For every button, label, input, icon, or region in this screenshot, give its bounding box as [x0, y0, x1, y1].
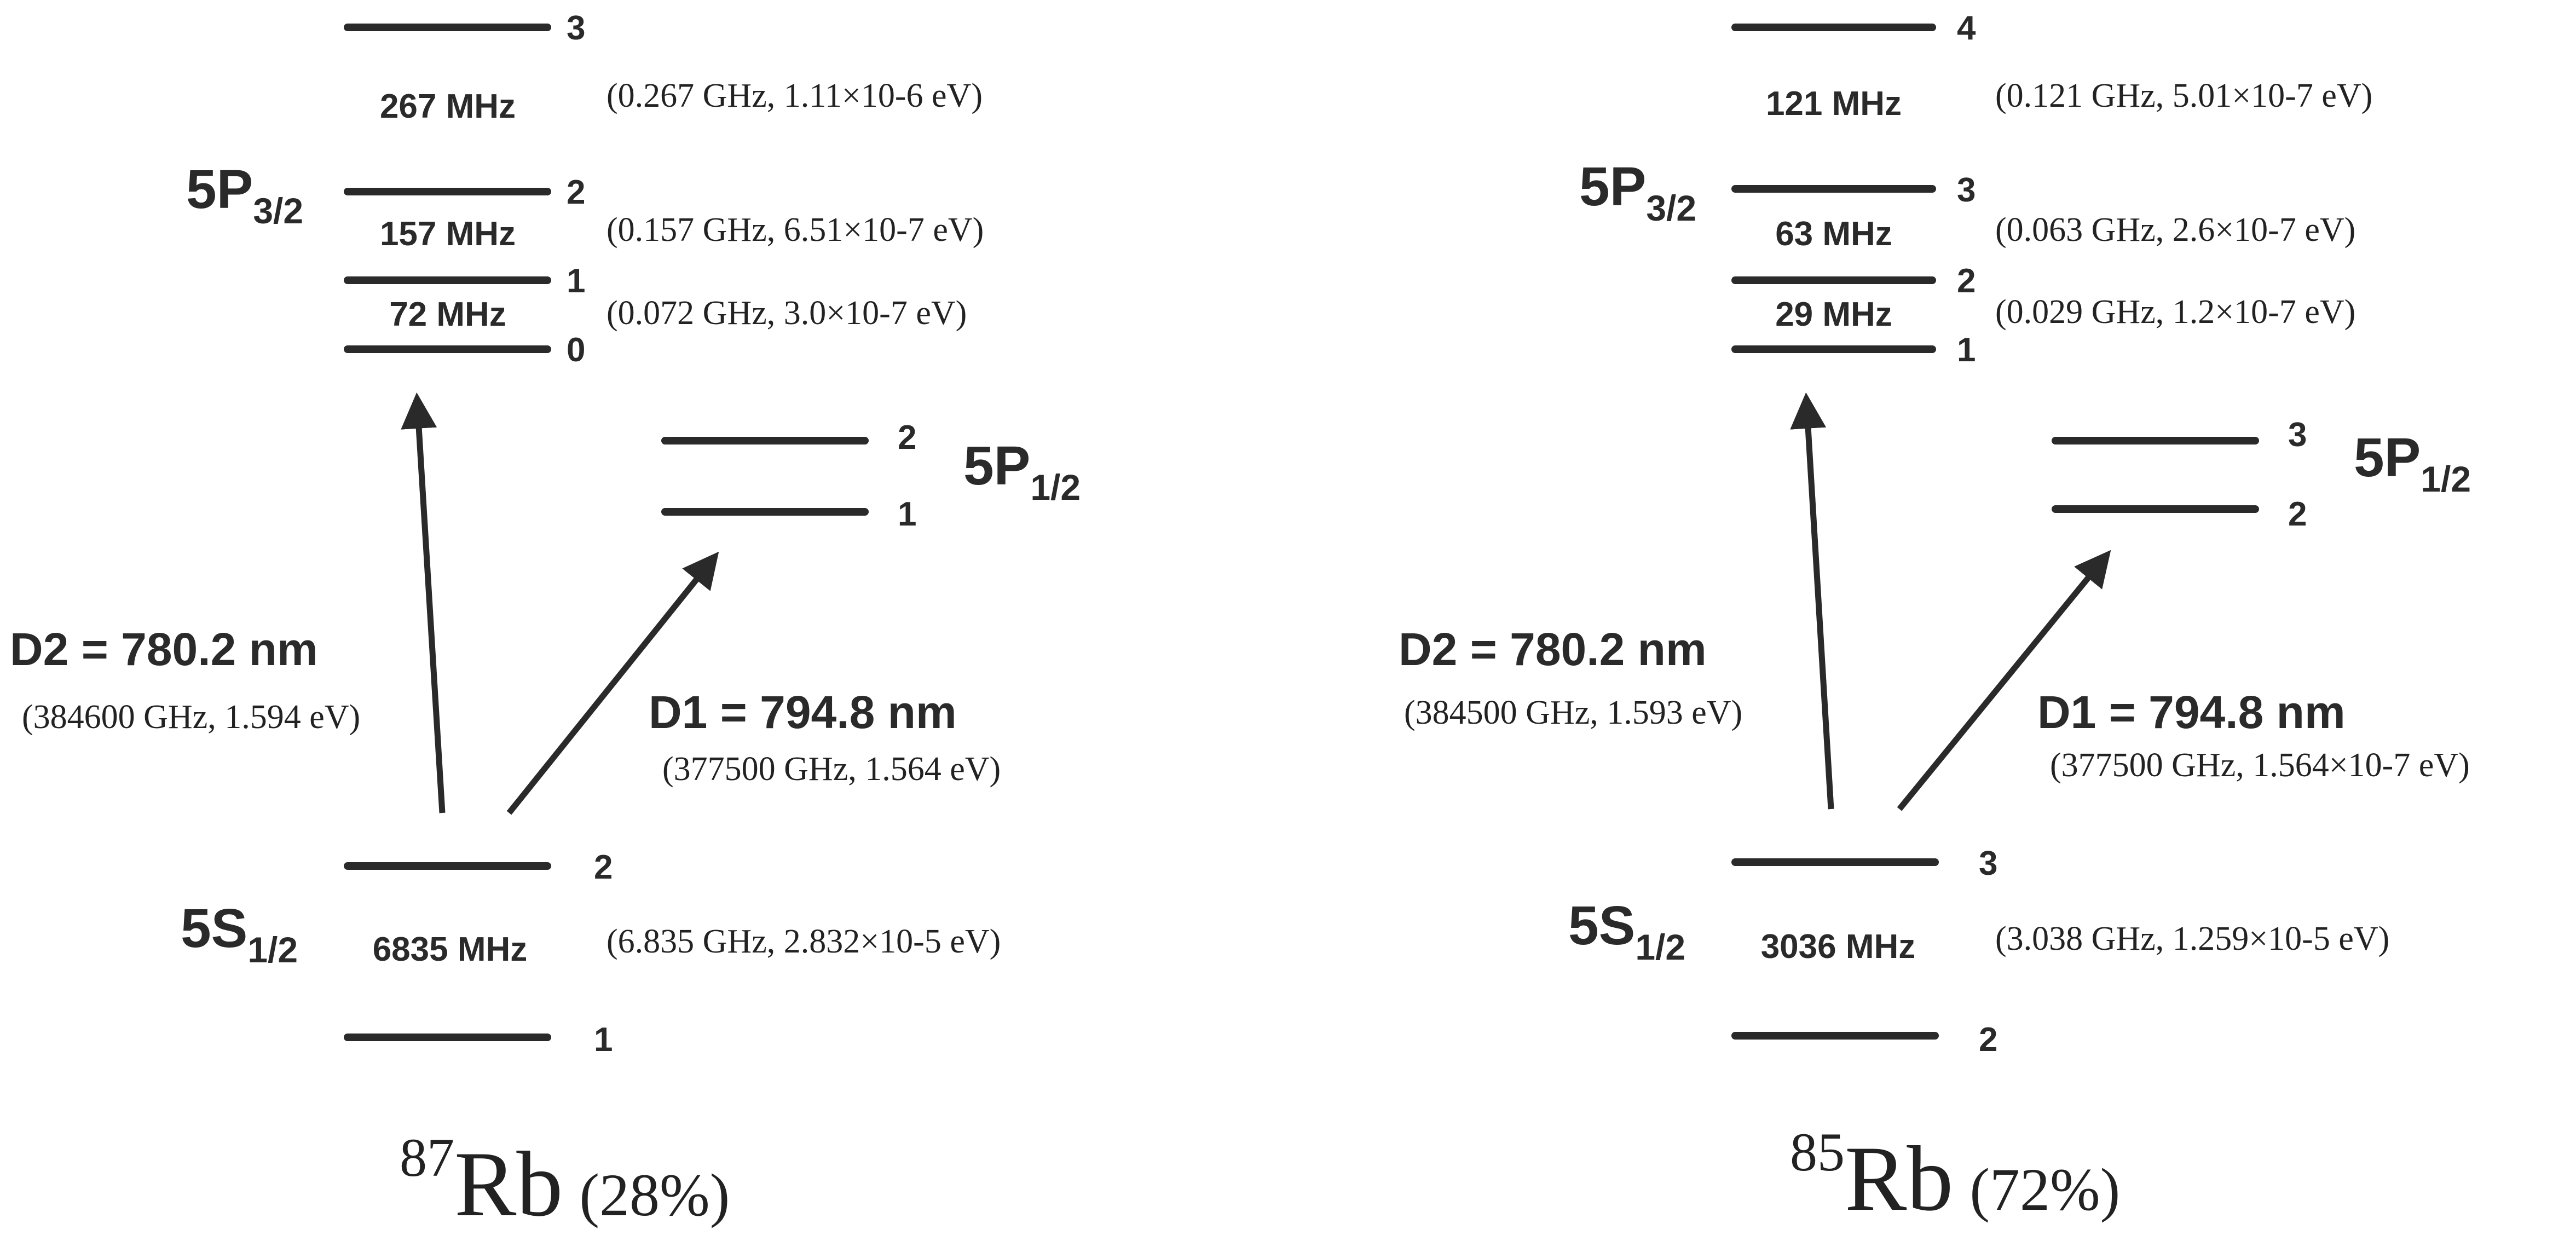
rb85-5s12-manifold: 3 2 3036 MHz (3.038 GHz, 1.259×10-5 eV) …	[1568, 845, 2389, 1059]
rb85-split-4-3: 121 MHz	[1766, 85, 1902, 123]
rb85-d2-arrow	[1790, 392, 1834, 810]
rb85-5s12-label: 5S1/2	[1568, 895, 1685, 967]
rb85-5p32-label: 5P3/2	[1579, 156, 1696, 228]
rb87-5p32-f-0: 0	[567, 331, 585, 369]
rb85-5p32-manifold: 4 3 2 1 121 MHz 63 MHz 29 MHz (0.121 GHz…	[1579, 9, 2372, 369]
rb85-5p12-f-3: 3	[2288, 416, 2307, 454]
rb87-ground-split-note: (6.835 GHz, 2.832×10-5 eV)	[607, 923, 1001, 960]
rb87-d1-label: D1 = 794.8 nm	[649, 686, 957, 738]
rb85-5s12-f-2: 2	[1979, 1021, 1997, 1059]
rb87-5p32-label: 5P3/2	[186, 159, 303, 231]
rb87-5s12-f-1: 1	[594, 1021, 613, 1059]
rb87-5p12-label: 5P1/2	[963, 435, 1081, 507]
rb85-5p32-f-2: 2	[1957, 262, 1976, 300]
rb85-5s12-f-3: 3	[1979, 845, 1997, 882]
rb87-5s12-label: 5S1/2	[181, 898, 298, 970]
rb87-d2-label: D2 = 780.2 nm	[10, 624, 318, 675]
rb85-split-3-2: 63 MHz	[1775, 215, 1892, 253]
rb87-5p32-f-2: 2	[567, 174, 585, 211]
rb85-d1-label: D1 = 794.8 nm	[2037, 686, 2346, 738]
rb87-panel: 3 2 1 0 267 MHz 157 MHz 72 MHz (0.267 GH…	[10, 9, 1081, 1236]
rb85-isotope-label: 85Rb (72%)	[1790, 1122, 2120, 1230]
rb87-ground-split: 6835 MHz	[373, 931, 528, 968]
rb85-d2-label: D2 = 780.2 nm	[1399, 624, 1707, 675]
rb87-split-1-0-note: (0.072 GHz, 3.0×10-7 eV)	[607, 295, 967, 332]
rb87-d1-note: (377500 GHz, 1.564 eV)	[662, 750, 1001, 788]
rb85-d2-note: (384500 GHz, 1.593 eV)	[1404, 694, 1742, 731]
rb85-split-3-2-note: (0.063 GHz, 2.6×10-7 eV)	[1995, 211, 2355, 249]
rb85-panel: 4 3 2 1 121 MHz 63 MHz 29 MHz (0.121 GHz…	[1399, 9, 2471, 1230]
rb85-d1-arrow	[1897, 550, 2111, 811]
rb87-5p12-f-2: 2	[898, 419, 916, 457]
rb87-split-2-1: 157 MHz	[380, 215, 516, 253]
rb85-5p32-f-1: 1	[1957, 331, 1976, 369]
rb87-5p32-f-1: 1	[567, 262, 585, 300]
rb87-isotope-label: 87Rb (28%)	[400, 1127, 730, 1236]
rb85-5p32-f-3: 3	[1957, 171, 1976, 209]
rb87-5p12-f-1: 1	[898, 495, 916, 533]
rb87-split-3-2: 267 MHz	[380, 88, 516, 125]
rb85-split-4-3-note: (0.121 GHz, 5.01×10-7 eV)	[1995, 77, 2372, 114]
rb87-5p12-manifold: 2 1 5P1/2	[661, 419, 1081, 533]
rb85-split-2-1: 29 MHz	[1775, 296, 1892, 333]
rb85-ground-split: 3036 MHz	[1761, 928, 1916, 966]
rb85-5p32-f-4: 4	[1957, 9, 1976, 47]
rb87-d1-arrow	[506, 551, 719, 815]
rb85-ground-split-note: (3.038 GHz, 1.259×10-5 eV)	[1995, 920, 2389, 957]
rb85-5p12-f-2: 2	[2288, 495, 2307, 533]
rb87-split-2-1-note: (0.157 GHz, 6.51×10-7 eV)	[607, 211, 984, 249]
rb87-split-1-0: 72 MHz	[389, 296, 506, 333]
rb87-5p32-manifold: 3 2 1 0 267 MHz 157 MHz 72 MHz (0.267 GH…	[186, 9, 984, 369]
rb85-5p12-manifold: 3 2 5P1/2	[2052, 416, 2471, 533]
rb85-split-2-1-note: (0.029 GHz, 1.2×10-7 eV)	[1995, 293, 2355, 331]
rb87-5s12-f-2: 2	[594, 848, 613, 886]
rb87-d2-note: (384600 GHz, 1.594 eV)	[22, 698, 360, 736]
rb87-d2-arrow	[401, 392, 446, 813]
rb87-5s12-manifold: 2 1 6835 MHz (6.835 GHz, 2.832×10-5 eV) …	[181, 848, 1001, 1059]
rb87-5p32-f-3: 3	[567, 9, 585, 47]
rb85-5p12-label: 5P1/2	[2354, 427, 2471, 499]
rb87-split-3-2-note: (0.267 GHz, 1.11×10-6 eV)	[607, 77, 983, 114]
rb85-d1-note: (377500 GHz, 1.564×10-7 eV)	[2050, 747, 2470, 784]
